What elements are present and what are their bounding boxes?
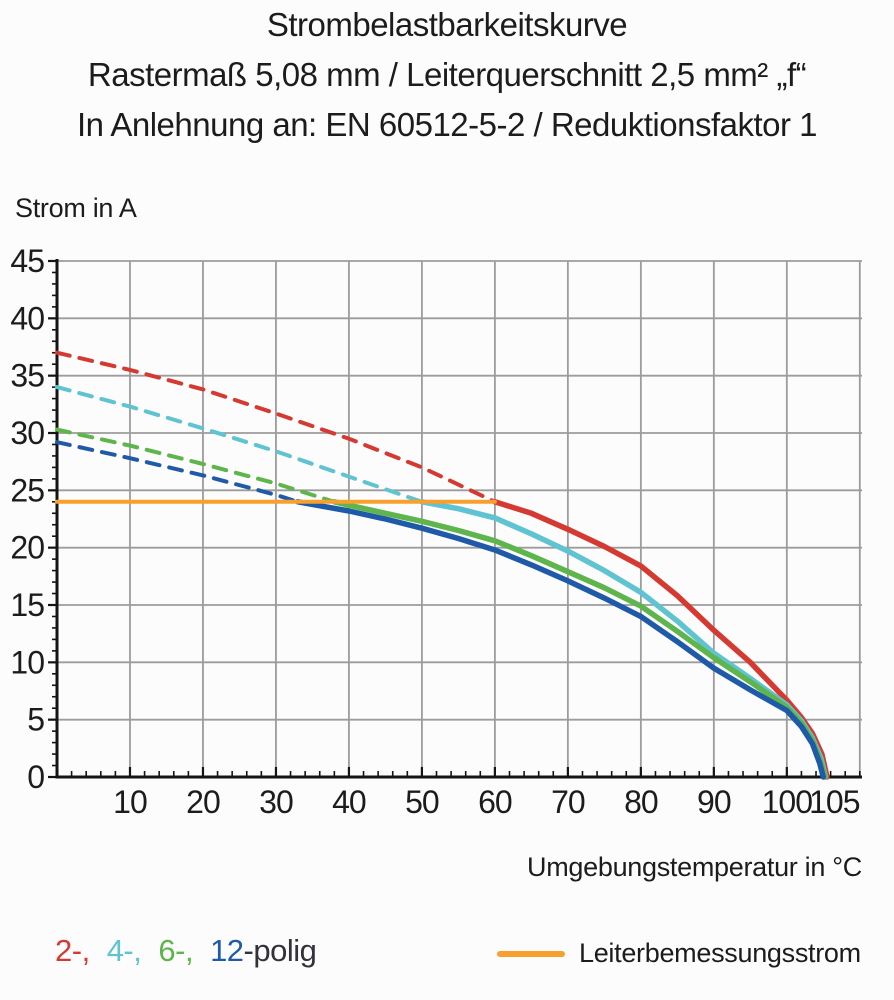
x-tick-label: 80 <box>624 784 658 820</box>
curve-4-polig-derating-dashed- <box>55 385 424 504</box>
chart-standard-note: In Anlehnung an: EN 60512-5-2 / Reduktio… <box>76 106 818 143</box>
x-tick-label: 20 <box>186 784 220 820</box>
curve-2-polig-derating-dashed- <box>55 350 497 504</box>
y-tick-label: 10 <box>10 644 44 680</box>
y-tick-label: 20 <box>10 530 44 566</box>
y-tick-label: 0 <box>27 759 44 795</box>
x-tick-label: 50 <box>405 784 439 820</box>
chart-subtitle: Rastermaß 5,08 mm / Leiterquerschnitt 2,… <box>87 56 807 93</box>
chart-title: Strombelastbarkeitskurve <box>266 6 628 43</box>
current-capacity-chart: 0 5 10 15 20 25 30 35 40 45 10 20 30 40 50 60 70 80 90 1001… <box>10 243 862 820</box>
y-tick-label: 15 <box>10 587 44 623</box>
curve-6-polig <box>331 499 828 780</box>
y-tick-label: 30 <box>10 415 44 451</box>
legend-suffix-polig: -polig <box>243 933 317 968</box>
y-tick-label: 45 <box>10 243 44 279</box>
x-tick-label: 10 <box>113 784 147 820</box>
curve-12-polig <box>295 499 827 780</box>
y-tick-label: 40 <box>10 300 44 336</box>
x-tick-label: 90 <box>697 784 731 820</box>
x-tick-label: 40 <box>332 784 366 820</box>
curve-4-polig <box>419 499 829 780</box>
legend-item-12-polig: 12 <box>210 933 244 968</box>
pole-count-legend: 2-, 4-, 6-, 12-polig <box>55 933 317 969</box>
legend-item-2-polig: 2-, <box>55 933 90 968</box>
y-tick-label: 25 <box>10 472 44 508</box>
chart-title-block: Strombelastbarkeitskurve Rastermaß 5,08 … <box>0 0 894 150</box>
legend-item-4-polig: 4-, <box>106 933 142 968</box>
rated-current-legend: Leiterbemessungsstrom <box>497 938 861 969</box>
x-axis-label: Umgebungstemperatur in °C <box>527 852 862 882</box>
y-tick-label: 35 <box>10 358 44 394</box>
x-tick-label: 70 <box>551 784 585 820</box>
y-axis-label: Strom in A <box>15 193 137 223</box>
y-tick-label: 5 <box>27 702 44 738</box>
x-tick-label: 100 <box>762 784 813 820</box>
rated-current-line-swatch <box>497 950 565 957</box>
rated-current-legend-label: Leiterbemessungsstrom <box>579 938 861 968</box>
x-tick-label: 30 <box>259 784 293 820</box>
x-tick-label: 105 <box>809 784 860 820</box>
legend-item-6-polig: 6-, <box>158 933 194 968</box>
curve-6-polig-derating-dashed- <box>55 427 337 504</box>
curve-12-polig-derating-dashed- <box>55 440 300 504</box>
x-tick-label: 60 <box>478 784 512 820</box>
